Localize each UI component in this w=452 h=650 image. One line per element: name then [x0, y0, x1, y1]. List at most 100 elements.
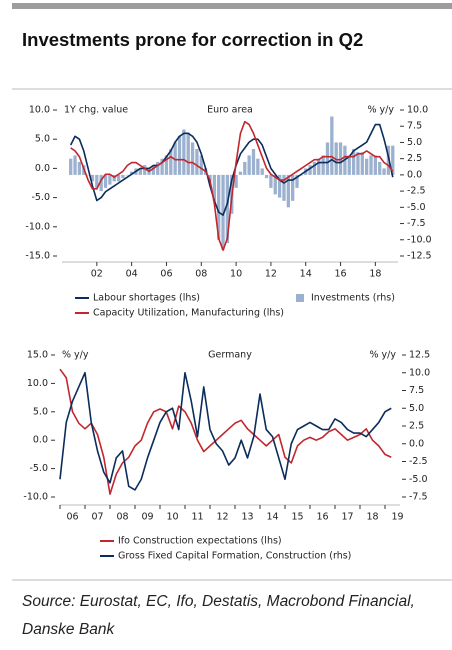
bar [177, 135, 182, 175]
bar [182, 129, 186, 175]
bar [282, 174, 286, 201]
y2-tick-label: 2.5 [409, 421, 424, 432]
bar [382, 168, 386, 175]
bar [108, 174, 112, 185]
bar [347, 155, 351, 175]
y-tick-label: -10.0 [25, 221, 50, 232]
x-tick-label: 10 [166, 512, 178, 523]
legend-swatch [296, 294, 304, 302]
bar [129, 171, 134, 175]
bar [334, 142, 338, 175]
x-tick-label: 17 [341, 512, 353, 523]
y-tick-label: -5.0 [29, 463, 48, 474]
x-tick-label: 06 [66, 512, 78, 523]
y-tick-label: -10.0 [23, 492, 48, 503]
bar [151, 165, 156, 175]
bar [373, 155, 378, 175]
bar [217, 174, 221, 240]
line-series [59, 368, 392, 495]
bar [169, 148, 173, 175]
bar [365, 158, 369, 175]
x-tick-label: 19 [391, 512, 403, 523]
bar [221, 174, 225, 250]
bar [90, 174, 95, 182]
top-bar [12, 3, 452, 9]
bar [156, 161, 160, 175]
line-series [59, 371, 392, 491]
bar [260, 168, 264, 175]
x-tick-label: 12 [265, 269, 277, 280]
bar [378, 161, 382, 175]
bar [286, 174, 290, 208]
y-tick-label: -5.0 [31, 192, 50, 203]
x-tick-label: 11 [191, 512, 203, 523]
y2-tick-label: 10.0 [409, 367, 430, 378]
y-tick-label: -15.0 [25, 251, 50, 262]
y-tick-label: 10.0 [27, 378, 48, 389]
y-axis-label: % y/y [62, 350, 89, 361]
y2-tick-label: 5.0 [409, 403, 424, 414]
legend-label: Capacity Utilization, Manufacturing (lhs… [93, 308, 284, 319]
legend-label: Investments (rhs) [311, 293, 395, 304]
bar [86, 174, 90, 176]
y-tick-label: 0.0 [33, 435, 48, 446]
bar [277, 174, 282, 198]
x-tick-label: 14 [300, 269, 312, 280]
y2-tick-label: -5.0 [407, 202, 426, 213]
y2-tick-label: 10.0 [407, 105, 428, 116]
bar [356, 152, 360, 175]
bar [338, 142, 343, 175]
y2-tick-label: -7.5 [409, 492, 428, 503]
y2-tick-label: 5.0 [407, 137, 422, 148]
y2-tick-label: 12.5 [409, 350, 430, 361]
bar [103, 174, 108, 188]
bar [112, 174, 116, 182]
bar [351, 148, 356, 175]
bar [321, 155, 325, 175]
x-tick-label: 08 [116, 512, 128, 523]
y2-tick-label: 0.0 [409, 438, 424, 449]
x-tick-label: 16 [335, 269, 347, 280]
x-tick-label: 02 [91, 269, 103, 280]
bar [212, 174, 216, 201]
bar [312, 161, 317, 175]
page-title: Investments prone for correction in Q2 [22, 29, 364, 50]
bar [256, 158, 260, 175]
y2-tick-label: 2.5 [407, 153, 422, 164]
x-tick-label: 07 [91, 512, 103, 523]
bar [234, 174, 238, 188]
bar [160, 158, 164, 175]
bar [199, 155, 203, 175]
y-axis-label: 1Y chg. value [64, 105, 128, 116]
legend-label: Gross Fixed Capital Formation, Construct… [118, 551, 351, 562]
y2-tick-label: -10.0 [407, 234, 432, 245]
bar [225, 174, 230, 244]
chart-title: Euro area [207, 105, 253, 116]
bar [99, 174, 103, 192]
y2-tick-label: 0.0 [407, 169, 422, 180]
x-tick-label: 10 [230, 269, 242, 280]
y2-axis-label: % y/y [368, 105, 395, 116]
line-series [70, 120, 394, 251]
legend-label: Ifo Construction expectations (lhs) [118, 536, 282, 547]
bar [360, 152, 364, 175]
bar [208, 174, 212, 182]
bar [164, 155, 169, 175]
x-tick-label: 08 [195, 269, 207, 280]
bar [73, 155, 77, 175]
x-tick-label: 04 [126, 269, 138, 280]
bar [369, 155, 373, 175]
bar [317, 158, 321, 175]
x-tick-label: 18 [369, 269, 381, 280]
x-tick-label: 16 [316, 512, 328, 523]
bar [138, 168, 142, 175]
bar [143, 165, 147, 175]
bar [243, 161, 247, 175]
y2-tick-label: -2.5 [407, 186, 426, 197]
bar [195, 148, 199, 175]
x-tick-label: 12 [216, 512, 228, 523]
bar [173, 142, 177, 175]
y2-tick-label: 7.5 [407, 121, 422, 132]
